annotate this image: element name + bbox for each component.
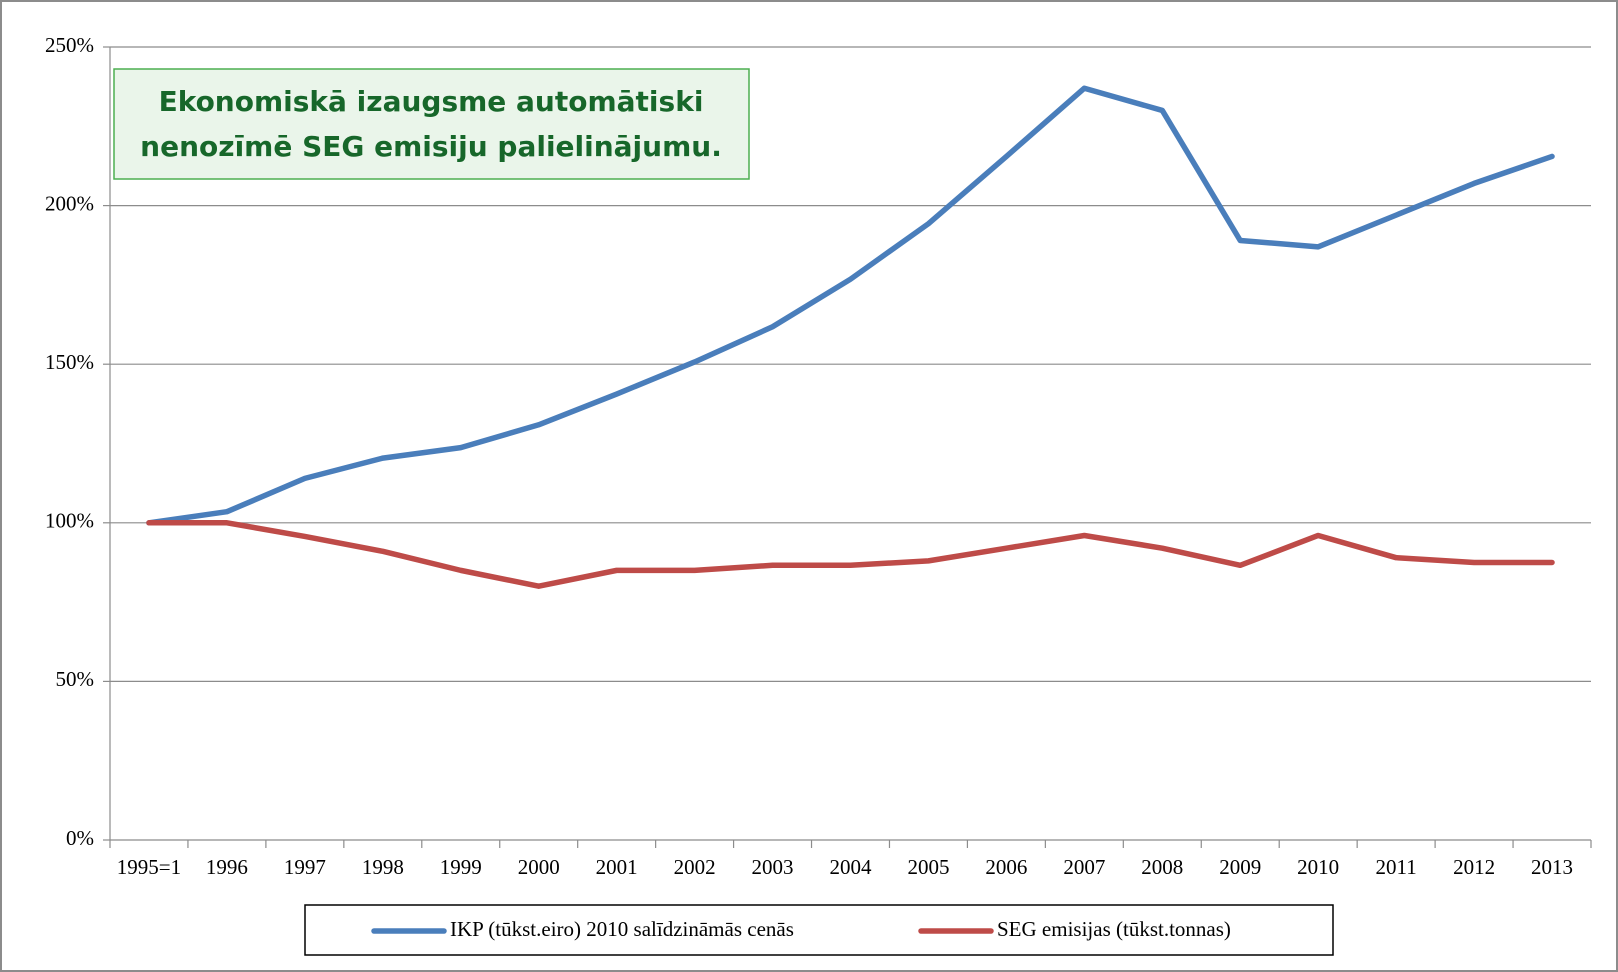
x-tick-label: 2002: [674, 855, 716, 879]
annotation-line: nenozīmē SEG emisiju palielinājumu.: [140, 130, 722, 163]
x-tick-label: 1997: [284, 855, 326, 879]
annotation-line: Ekonomiskā izaugsme automātiski: [159, 85, 704, 118]
y-tick-label: 150%: [45, 350, 94, 374]
x-tick-label: 2003: [752, 855, 794, 879]
series-line: [146, 520, 1555, 589]
x-tick-label: 1996: [206, 855, 248, 879]
legend-label: SEG emisijas (tūkst.tonnas): [997, 917, 1231, 941]
legend-box: [304, 904, 1334, 956]
y-tick-label: 50%: [56, 667, 95, 691]
x-tick-label: 1995=1: [117, 855, 181, 879]
x-tick-label: 1998: [362, 855, 404, 879]
x-tick-label: 2013: [1531, 855, 1573, 879]
x-tick-label: 2012: [1453, 855, 1495, 879]
x-tick-label: 2007: [1063, 855, 1105, 879]
y-tick-label: 200%: [45, 191, 94, 215]
x-tick-label: 2005: [907, 855, 949, 879]
x-tick-label: 2010: [1297, 855, 1339, 879]
x-tick-label: 2011: [1376, 855, 1417, 879]
y-tick-label: 0%: [66, 826, 94, 850]
legend-label: IKP (tūkst.eiro) 2010 salīdzināmās cenās: [450, 917, 794, 941]
x-tick-label: 2006: [985, 855, 1027, 879]
x-tick-label: 1999: [440, 855, 482, 879]
series-line: [146, 85, 1555, 526]
x-tick-label: 2000: [518, 855, 560, 879]
y-tick-label: 100%: [45, 509, 94, 533]
y-tick-label: 250%: [45, 33, 94, 57]
x-tick-label: 2004: [830, 855, 873, 879]
x-tick-label: 2009: [1219, 855, 1261, 879]
annotation-box: [113, 68, 750, 180]
x-tick-label: 2001: [596, 855, 638, 879]
x-tick-label: 2008: [1141, 855, 1183, 879]
